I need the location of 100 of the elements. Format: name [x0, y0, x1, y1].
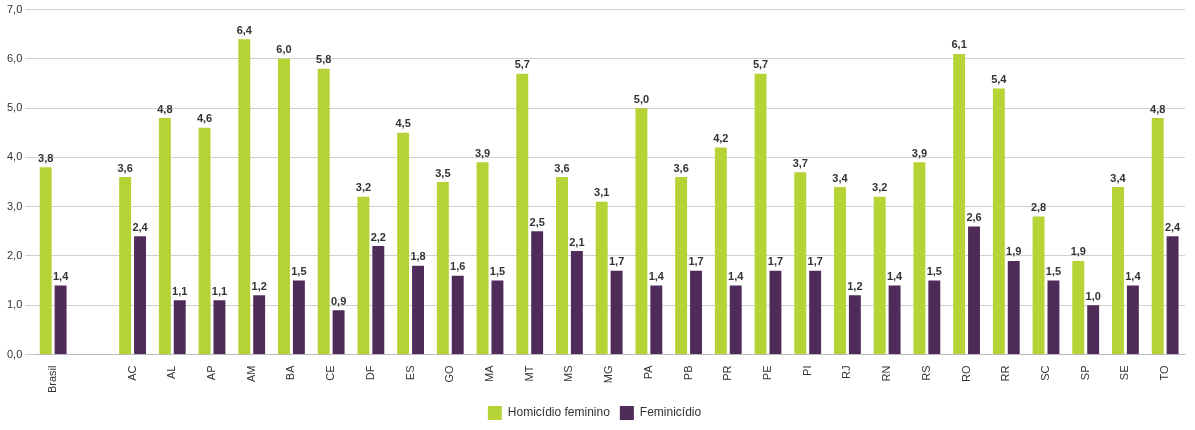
x-tick-label: Brasil [46, 365, 59, 394]
x-tick-label: SP [1078, 365, 1091, 381]
bar [690, 270, 702, 354]
x-tick-label: ES [403, 365, 416, 381]
data-label: 2,1 [569, 235, 585, 248]
data-label: 1,9 [1006, 245, 1022, 258]
bar [1151, 118, 1164, 354]
bar [436, 182, 449, 354]
data-label: 4,5 [395, 117, 411, 130]
x-tick-label: RO [959, 365, 972, 382]
y-tick-label: 4,0 [6, 150, 23, 163]
bar [873, 196, 886, 354]
bar [1166, 236, 1179, 354]
bar [953, 53, 966, 354]
bar [317, 68, 330, 354]
x-tick-label: SC [1039, 365, 1052, 381]
data-label: 1,0 [1085, 289, 1101, 302]
data-label: 1,2 [251, 279, 267, 292]
data-label: 1,7 [688, 255, 704, 268]
data-label: 5,4 [991, 72, 1008, 85]
bar [1032, 216, 1045, 354]
data-label: 3,1 [594, 186, 610, 199]
bar [928, 280, 941, 354]
data-label: 3,6 [673, 161, 689, 174]
x-tick-label: DF [363, 365, 376, 381]
bar [173, 300, 186, 354]
x-tick-label: AL [165, 365, 178, 379]
data-label: 3,9 [474, 146, 491, 159]
bar [1007, 260, 1020, 354]
bar [769, 270, 782, 354]
x-tick-label: MT [522, 365, 535, 382]
data-label: 4,6 [196, 112, 213, 125]
bar [888, 285, 901, 354]
data-label: 2,6 [966, 210, 982, 223]
bar [491, 280, 504, 354]
bar [213, 300, 226, 354]
data-label: 0,9 [330, 294, 347, 307]
legend-label: Feminicídio [639, 405, 702, 420]
data-label: 5,7 [752, 58, 769, 71]
bar [570, 251, 583, 354]
bar [913, 162, 926, 354]
y-tick-label: 6,0 [6, 51, 23, 64]
x-tick-label: PA [641, 364, 654, 380]
data-label: 1,9 [1070, 245, 1086, 258]
y-tick-label: 1,0 [6, 298, 23, 311]
bar [1126, 285, 1139, 354]
x-tick-label: SE [1118, 365, 1131, 381]
bar [531, 231, 544, 354]
x-tick-label: MS [562, 365, 575, 382]
data-label: 1,4 [886, 270, 904, 283]
data-label: 5,7 [514, 58, 530, 71]
data-label: 1,5 [1045, 265, 1062, 278]
data-label: 2,5 [529, 215, 545, 228]
bar [39, 167, 52, 354]
x-tick-label: MA [483, 364, 496, 382]
data-label: 2,4 [132, 220, 149, 233]
bar [238, 39, 251, 354]
data-label: 1,5 [291, 265, 307, 278]
y-tick-label: 7,0 [6, 2, 23, 15]
data-label: 2,8 [1030, 201, 1047, 214]
x-tick-label: MG [602, 365, 615, 384]
x-tick-label: PB [681, 365, 694, 381]
data-label: 5,8 [316, 53, 332, 66]
x-tick-label: RN [880, 365, 893, 382]
data-label: 1,7 [807, 255, 823, 268]
x-tick-label: BA [284, 364, 297, 381]
data-label: 1,1 [172, 284, 188, 297]
data-label: 1,5 [926, 265, 942, 278]
bar [1047, 280, 1060, 354]
data-label: 1,1 [211, 284, 228, 297]
data-label: 3,4 [832, 171, 849, 184]
bar [516, 73, 529, 354]
bar [556, 177, 568, 354]
x-tick-label: RS [919, 365, 932, 381]
bar [357, 196, 370, 354]
bar [848, 295, 861, 354]
bar [1072, 260, 1085, 354]
data-label: 3,8 [38, 151, 54, 164]
x-tick-label: RJ [840, 365, 853, 379]
bar [198, 127, 211, 354]
bar [278, 58, 290, 354]
data-label: 4,2 [713, 132, 729, 145]
data-label: 5,0 [633, 92, 650, 105]
bar [476, 162, 489, 354]
bar [714, 147, 727, 354]
y-tick-label: 0,0 [6, 347, 23, 360]
x-tick-label: GO [443, 365, 456, 383]
bar [412, 265, 424, 354]
x-tick-label: PI [800, 365, 813, 376]
bar [675, 177, 688, 354]
data-label: 6,0 [276, 43, 292, 56]
bar [134, 236, 146, 354]
data-label: 1,7 [608, 255, 625, 268]
data-label: 1,4 [728, 270, 745, 283]
bar [451, 275, 464, 354]
data-label: 3,4 [1110, 171, 1127, 184]
data-label: 1,4 [648, 270, 665, 283]
data-label: 3,7 [792, 156, 808, 169]
bar [397, 132, 410, 354]
data-label: 3,2 [355, 181, 372, 194]
